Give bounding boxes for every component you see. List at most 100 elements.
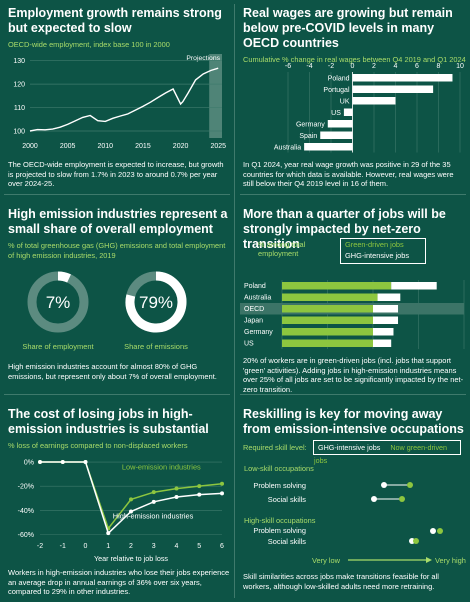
donut1-value: 7% (46, 293, 71, 312)
donut1-label: Share of employment (22, 342, 94, 351)
employment-line (29, 67, 219, 132)
low-emission-point (197, 484, 202, 489)
green-bar (282, 282, 392, 290)
low-emission-point (151, 490, 156, 495)
y-tick-label: -40% (18, 508, 34, 515)
jobs-axis-label: % among total employment (258, 240, 306, 258)
x-tick-label: 4 (175, 543, 179, 550)
row-high-social: Social skills (268, 537, 306, 546)
very-low-label: Very low (312, 556, 341, 565)
donut2-value: 79% (139, 293, 173, 312)
low-emission-point (220, 481, 224, 486)
employment-text: The OECD-wide employment is expected to … (8, 160, 224, 189)
earnings-panel: The cost of losing jobs in high-emission… (8, 407, 230, 451)
x-tick-label: 0 (84, 543, 88, 550)
low-social-ghg-dot (371, 496, 377, 502)
country-label: Poland (244, 283, 266, 290)
ghg-bar (373, 305, 399, 313)
green-bar (282, 305, 373, 313)
x-tick-label: 10 (456, 63, 464, 70)
country-label: Germany (296, 122, 325, 129)
skills-chart: Low-skill occupations Problem solving So… (244, 464, 466, 565)
jobs-panel: More than a quarter of jobs will be stro… (243, 207, 467, 252)
jobs-chart: Poland Australia OECD Japan Germany US (240, 280, 465, 349)
employment-subtitle: OECD-wide employment, index base 100 in … (8, 40, 170, 49)
country-label: US (244, 341, 254, 348)
ghg-bar (377, 293, 401, 301)
x-tick-label: 2005 (60, 143, 76, 150)
low-problem-green-dot (407, 482, 413, 488)
x-tick-label: 8 (437, 63, 441, 70)
earnings-chart: 0% -20% -40% -60%-2 -1 0 1 2 3 4 5 6 Year relative t… (18, 460, 224, 563)
x-tick-label: -1 (60, 543, 66, 550)
country-label: Australia (274, 145, 301, 152)
x-tick-label: 2025 (210, 143, 226, 150)
y-tick-label: 130 (13, 58, 25, 65)
wages-title: Real wages are growing but remain below … (243, 6, 453, 50)
high-emission-point (220, 491, 224, 496)
high-emission-label: High-emission industries (113, 512, 194, 521)
low-emission-label: Low-emission industries (122, 462, 201, 471)
emission-title: High emission industries represent a sma… (8, 207, 228, 236)
ghg-bar (373, 328, 394, 336)
wages-panel: Real wages are growing but remain below … (243, 6, 467, 65)
high-emission-point (60, 460, 65, 465)
ghg-bar (373, 316, 399, 324)
divider-left-1 (4, 194, 230, 195)
green-bar (282, 293, 378, 301)
x-tick-label: 3 (152, 543, 156, 550)
high-emission-point (38, 460, 42, 465)
high-emission-point (151, 499, 156, 504)
skill-legend-label: Required skill level: (243, 443, 307, 452)
divider-right-2 (240, 394, 466, 395)
earnings-title: The cost of losing jobs in high-emission… (8, 407, 209, 436)
green-bar (282, 339, 373, 347)
wage-bar (343, 108, 353, 116)
low-problem-ghg-dot (381, 482, 387, 488)
ghg-bar (391, 282, 437, 290)
jobs-legend-white: GHG-intensive jobs (345, 251, 410, 260)
x-tick-label: 2 (129, 543, 133, 550)
earnings-subtitle: % loss of earnings compared to non-displ… (8, 441, 188, 450)
reskilling-text: Skill similarities across jobs make tran… (243, 572, 439, 591)
y-tick-label: -60% (18, 532, 34, 539)
country-label: Japan (244, 318, 263, 325)
jobs-title: More than a quarter of jobs will be stro… (243, 207, 446, 251)
emission-text: High emission industries account for alm… (8, 362, 217, 381)
wage-bar (352, 74, 453, 82)
country-label: OECD (244, 306, 264, 313)
reskilling-title: Reskilling is key for moving away from e… (243, 407, 464, 436)
x-tick-label: -2 (37, 543, 43, 550)
projection-band (209, 54, 222, 138)
skill-legend-green: Now green-driven jobs (314, 443, 448, 465)
low-social-green-dot (399, 496, 405, 502)
country-label: Poland (328, 76, 350, 83)
x-tick-label: 2015 (135, 143, 151, 150)
y-tick-label: -20% (18, 484, 34, 491)
x-tick-label: 0 (351, 63, 355, 70)
green-bar (282, 328, 373, 336)
skill-legend-white: GHG-intensive jobs (318, 443, 381, 452)
x-tick-label: 2020 (173, 143, 189, 150)
high-emission-point (83, 460, 88, 465)
wage-bar (352, 85, 434, 93)
y-tick-label: 110 (14, 105, 25, 112)
divider-right-1 (240, 194, 466, 195)
wage-bar (304, 143, 353, 151)
y-tick-label: 0% (24, 460, 34, 467)
very-high-label: Very high (435, 556, 466, 565)
row-high-problem: Problem solving (253, 526, 306, 535)
green-bar (282, 316, 373, 324)
x-axis-label: Year relative to job loss (94, 554, 168, 563)
donut-charts: 7% Share of employment 79% Share of emis… (22, 271, 188, 351)
y-tick-label: 120 (13, 82, 25, 89)
x-tick-label: 6 (415, 63, 419, 70)
earnings-text: Workers in high-emission industries who … (8, 568, 230, 597)
reskilling-panel: Reskilling is key for moving away from e… (243, 407, 467, 437)
x-tick-label: -2 (328, 63, 334, 70)
emission-panel: High emission industries represent a sma… (8, 207, 230, 260)
x-tick-label: 2010 (98, 143, 114, 150)
jobs-legend: Green-driven jobs GHG-intensive jobs (340, 238, 426, 264)
donut1-arc (57, 271, 71, 283)
low-emission-point (129, 497, 133, 502)
